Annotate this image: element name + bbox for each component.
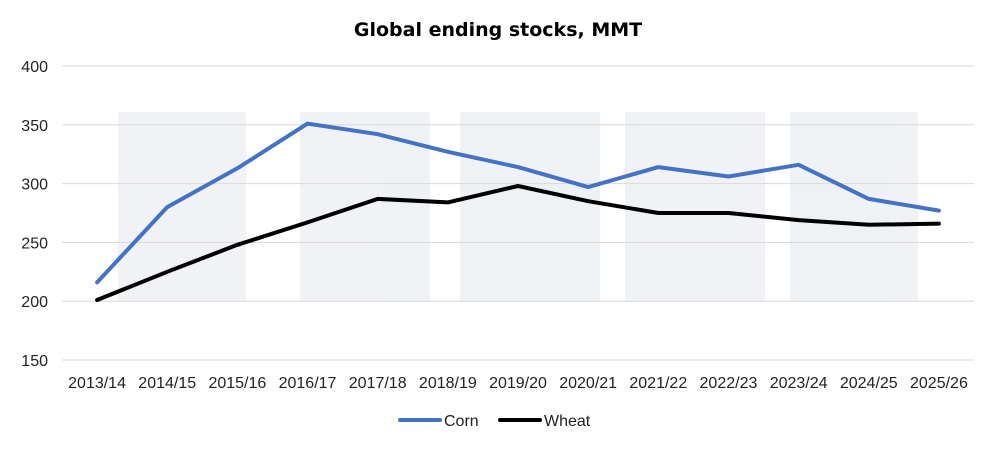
x-tick-label: 2014/15 bbox=[138, 375, 196, 392]
series-lines bbox=[95, 121, 941, 302]
y-axis-ticks: 150 200 250 300 350 400 bbox=[21, 59, 48, 370]
gridlines bbox=[62, 65, 974, 361]
chart-title: Global ending stocks, MMT bbox=[354, 19, 642, 41]
y-tick-label: 250 bbox=[21, 235, 48, 252]
series-line-wheat bbox=[95, 184, 941, 302]
x-tick-label: 2024/25 bbox=[840, 375, 898, 392]
x-axis-ticks: 2013/14 2014/15 2015/16 2016/17 2017/18 2018/… bbox=[68, 375, 968, 392]
y-tick-label: 200 bbox=[21, 294, 48, 311]
legend-label-corn: Corn bbox=[444, 413, 479, 430]
x-tick-label: 2015/16 bbox=[208, 375, 266, 392]
x-tick-label: 2025/26 bbox=[910, 375, 968, 392]
x-tick-label: 2022/23 bbox=[700, 375, 758, 392]
x-tick-label: 2018/19 bbox=[419, 375, 477, 392]
x-tick-label: 2023/24 bbox=[770, 375, 828, 392]
legend-label-wheat: Wheat bbox=[544, 413, 591, 430]
y-tick-label: 400 bbox=[21, 59, 48, 76]
y-tick-label: 350 bbox=[21, 118, 48, 135]
x-tick-label: 2013/14 bbox=[68, 375, 126, 392]
series-line-corn bbox=[95, 121, 941, 285]
legend: Corn Wheat bbox=[398, 413, 591, 430]
x-tick-label: 2021/22 bbox=[629, 375, 687, 392]
x-tick-label: 2020/21 bbox=[559, 375, 617, 392]
y-tick-label: 150 bbox=[21, 353, 48, 370]
x-tick-label: 2016/17 bbox=[279, 375, 337, 392]
x-tick-label: 2019/20 bbox=[489, 375, 547, 392]
watermark-logo bbox=[118, 112, 918, 302]
y-tick-label: 300 bbox=[21, 177, 48, 194]
x-tick-label: 2017/18 bbox=[349, 375, 407, 392]
